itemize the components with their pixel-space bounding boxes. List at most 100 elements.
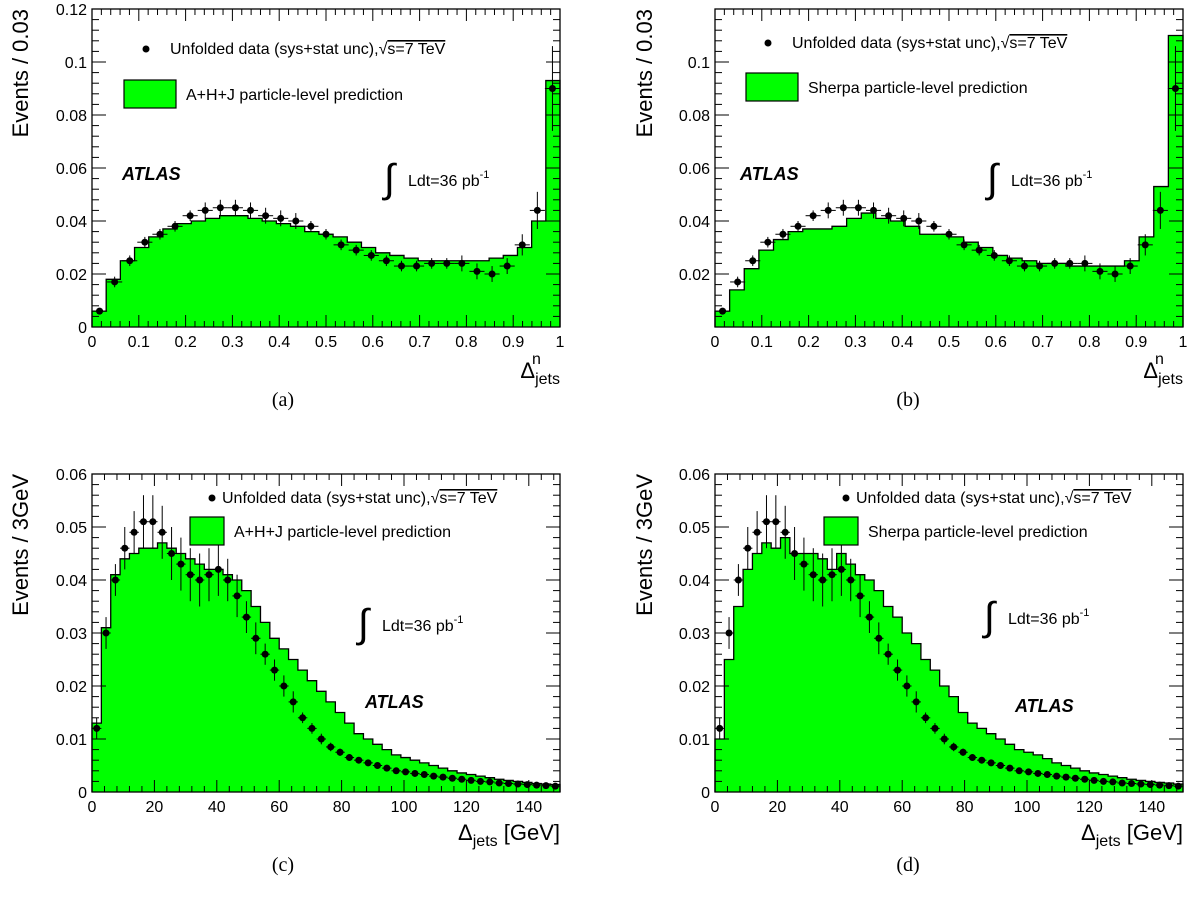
data-marker	[551, 782, 559, 790]
chart-panel-d: 0 20 40 60 80 100 120 140 0 0.01 0.02 0.03 0.04 0.05 0…	[632, 467, 1184, 876]
data-point	[1089, 776, 1099, 784]
x-tick-label: 0.8	[1078, 334, 1100, 351]
data-point	[1001, 255, 1017, 267]
data-marker	[875, 634, 883, 642]
x-tick-label: 80	[333, 799, 351, 816]
histogram-bin	[204, 569, 213, 792]
data-point	[1062, 258, 1078, 269]
panel-caption: (a)	[272, 389, 294, 411]
x-tick-label: 0	[88, 334, 97, 351]
data-marker	[488, 270, 496, 278]
histogram-bin	[759, 250, 774, 327]
data-marker	[753, 528, 761, 536]
data-marker	[533, 781, 541, 789]
data-point	[213, 542, 224, 596]
data-point	[531, 781, 542, 789]
data-point	[805, 210, 821, 221]
data-marker	[903, 682, 911, 690]
data-point	[288, 213, 304, 229]
data-marker	[214, 565, 222, 573]
data-point	[745, 255, 761, 267]
luminosity-label: ∫ Ldt=36 pb-1	[985, 157, 1092, 201]
data-point	[232, 574, 242, 618]
data-point	[316, 733, 326, 745]
data-marker	[1005, 257, 1013, 265]
legend-data-label: Unfolded data (sys+stat unc),√s=7 TeV	[792, 35, 1068, 52]
data-marker	[847, 576, 855, 584]
data-point	[808, 548, 818, 602]
data-marker	[837, 565, 845, 573]
data-marker	[824, 206, 832, 214]
data-point	[176, 537, 186, 591]
atlas-label: ATLAS	[121, 164, 181, 184]
data-point	[1032, 260, 1048, 272]
legend-mc-swatch	[123, 79, 177, 109]
x-tick-label: 0.3	[844, 334, 866, 351]
histogram-bin	[978, 248, 993, 328]
x-axis-label: Δjetsn	[1143, 351, 1183, 388]
legend-mc-label: Sherpa particle-level prediction	[868, 524, 1088, 541]
data-marker	[791, 550, 799, 557]
x-tick-label: 100	[1014, 799, 1041, 816]
data-marker	[1118, 779, 1126, 787]
legend-mc-label: Sherpa particle-level prediction	[808, 80, 1028, 97]
histogram-bin	[291, 226, 305, 327]
chart-panel-b: 0 0.1 0.2 0.3 0.4 0.5 0.6 0.7 0.8 0.9 1 0.02 0.04 0.0…	[632, 8, 1188, 411]
data-marker	[411, 769, 419, 777]
x-tick-label: 0	[711, 334, 720, 351]
luminosity-label: ∫ Ldt=36 pb-1	[356, 602, 463, 646]
data-marker	[781, 528, 789, 536]
data-marker	[987, 759, 995, 767]
data-marker	[518, 241, 526, 249]
data-point	[541, 782, 551, 790]
data-marker	[262, 212, 270, 220]
data-marker	[1126, 262, 1134, 270]
data-marker	[1034, 769, 1042, 777]
x-tick-label: 0	[711, 799, 720, 816]
histogram-bin	[734, 607, 743, 793]
data-marker	[458, 775, 466, 783]
data-point	[288, 691, 298, 713]
data-marker	[996, 762, 1004, 769]
histogram-bin	[847, 218, 862, 327]
data-marker	[111, 278, 119, 286]
data-point	[771, 495, 781, 549]
data-marker	[439, 773, 447, 781]
histogram-bin	[220, 216, 234, 327]
histogram-bin	[827, 569, 836, 792]
y-tick-label: 0.02	[679, 679, 710, 696]
histogram-bin	[101, 628, 110, 792]
histogram-bin	[461, 261, 475, 327]
histogram-bin	[803, 229, 818, 327]
data-point	[864, 601, 875, 633]
legend: Unfolded data (sys+stat unc),√s=7 TeV She…	[745, 35, 1068, 102]
data-point	[1092, 263, 1108, 280]
data-marker	[922, 714, 930, 722]
x-axis-label: Δjetsn	[520, 351, 560, 388]
legend-mc-swatch	[745, 72, 799, 102]
data-marker	[156, 230, 164, 238]
histogram-fill	[92, 542, 560, 792]
data-point	[466, 776, 476, 784]
y-tick-label: 0.08	[679, 108, 710, 125]
data-marker	[865, 613, 873, 621]
data-point	[273, 210, 289, 227]
histogram-bin	[120, 559, 129, 792]
data-point	[204, 548, 214, 602]
x-tick-label: 100	[391, 799, 418, 816]
data-point	[513, 780, 523, 788]
data-marker	[762, 518, 770, 526]
data-point	[197, 202, 213, 219]
data-point	[194, 553, 205, 607]
data-point	[1023, 768, 1034, 776]
data-point	[817, 553, 828, 607]
histogram-outline	[714, 536, 1184, 792]
data-marker	[448, 774, 456, 782]
integral-icon: ∫	[382, 157, 398, 201]
legend-data-marker	[764, 39, 772, 47]
data-point	[930, 723, 940, 734]
data-marker	[102, 629, 110, 637]
data-marker	[402, 768, 410, 776]
data-marker	[1051, 259, 1059, 267]
